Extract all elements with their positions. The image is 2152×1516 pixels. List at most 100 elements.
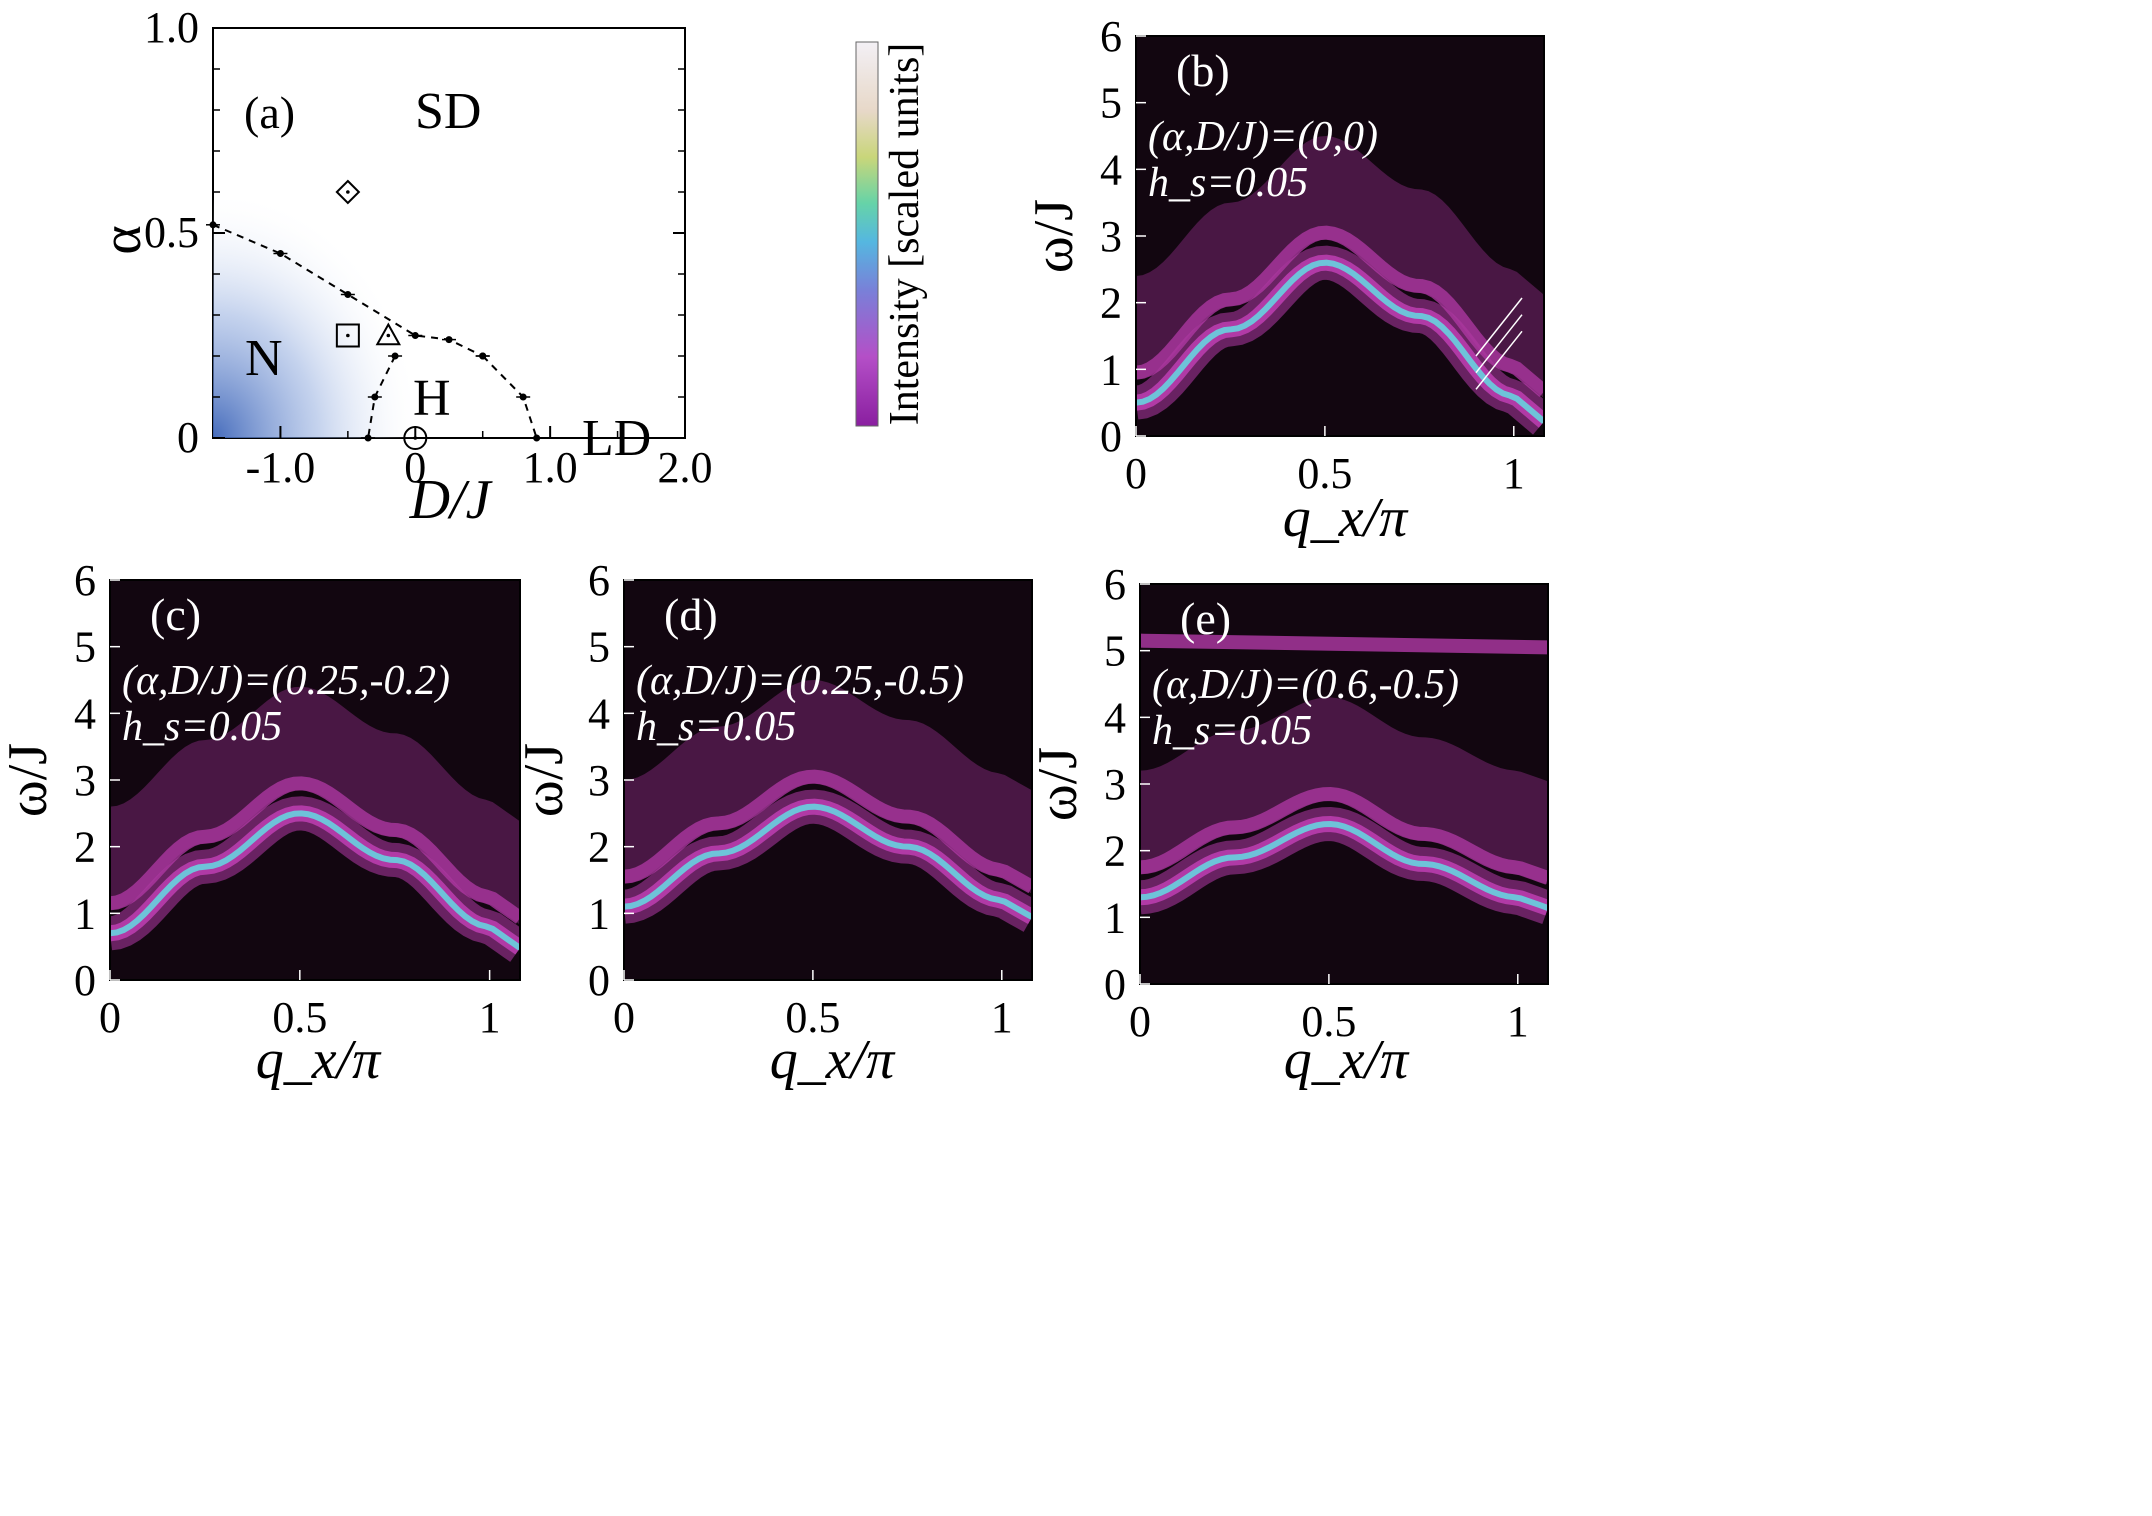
arrow-icon bbox=[1475, 314, 1523, 374]
secondary-mode bbox=[1140, 787, 1548, 885]
ytick-label: 1 bbox=[588, 889, 610, 938]
ytick-label: 6 bbox=[588, 556, 610, 605]
panel-b-ylabel: ω/J bbox=[1023, 199, 1085, 273]
ytick-label: 0 bbox=[74, 956, 96, 1005]
panel-a-xtick-label: 0 bbox=[404, 443, 426, 492]
xtick-label: 1 bbox=[1507, 997, 1529, 1046]
xtick-label: 0 bbox=[613, 993, 635, 1042]
dispersion-peak bbox=[110, 810, 520, 951]
panel-b-params: (α,D/J)=(0,0) bbox=[1148, 114, 1378, 160]
marker-diamond-center bbox=[346, 190, 350, 194]
panel-d-label: (d) bbox=[664, 589, 718, 640]
panel-d-field: h_s=0.05 bbox=[636, 704, 796, 750]
xtick-label: 0.5 bbox=[1301, 997, 1356, 1046]
panel-a-ticks: -1.0 0 1.0 2.0 0 0.5 1.0 bbox=[144, 3, 713, 492]
ytick-label: 5 bbox=[588, 623, 610, 672]
panel-c-spectrum bbox=[110, 686, 520, 962]
ytick-label: 0 bbox=[1100, 412, 1122, 461]
panel-a-ytick-label: 0 bbox=[177, 413, 199, 462]
arrow-icon bbox=[1475, 330, 1523, 390]
ytick-label: 0 bbox=[1104, 960, 1126, 1009]
region-sd-label: SD bbox=[415, 83, 481, 140]
panel-a-ytick-label: 1.0 bbox=[144, 3, 199, 52]
xtick-label: 0 bbox=[1125, 449, 1147, 498]
marker-circle-center bbox=[413, 436, 418, 440]
xtick-label: 0 bbox=[1129, 997, 1151, 1046]
panel-a-xtick-label: -1.0 bbox=[246, 443, 316, 492]
region-ld-label: LD bbox=[582, 410, 651, 467]
panel-e-xlabel: q_x/π bbox=[1284, 1029, 1410, 1091]
ytick-label: 3 bbox=[588, 756, 610, 805]
panel-a-ylabel: α bbox=[91, 225, 153, 254]
arrow-icon bbox=[1475, 297, 1523, 357]
parameter-markers bbox=[335, 179, 428, 450]
ytick-label: 6 bbox=[74, 556, 96, 605]
panel-e-params: (α,D/J)=(0.6,-0.5) bbox=[1152, 662, 1459, 708]
continuum-band bbox=[624, 680, 1032, 894]
ytick-label: 2 bbox=[74, 823, 96, 872]
secondary-mode bbox=[624, 769, 1032, 894]
xtick-label: 1 bbox=[479, 993, 501, 1042]
panel-b-xlabel: q_x/π bbox=[1283, 487, 1409, 549]
ytick-label: 6 bbox=[1100, 12, 1122, 61]
ytick-label: 4 bbox=[588, 689, 610, 738]
panel-a-label: (a) bbox=[244, 87, 295, 138]
ytick-label: 2 bbox=[1104, 827, 1126, 876]
continuum-band bbox=[110, 686, 520, 925]
colorbar-bar bbox=[855, 41, 879, 427]
ytick-label: 5 bbox=[74, 623, 96, 672]
marker-triangle bbox=[375, 322, 402, 346]
xtick-label: 0.5 bbox=[785, 993, 840, 1042]
ytick-label: 0 bbox=[588, 956, 610, 1005]
panel-c-field: h_s=0.05 bbox=[122, 704, 282, 750]
ytick-label: 4 bbox=[74, 689, 96, 738]
region-h-label: H bbox=[413, 370, 451, 427]
xtick-label: 0 bbox=[99, 993, 121, 1042]
ytick-label: 3 bbox=[1100, 212, 1122, 261]
panel-d-ylabel: ω/J bbox=[513, 743, 575, 817]
ytick-label: 4 bbox=[1104, 693, 1126, 742]
panel-b-label: (b) bbox=[1176, 45, 1230, 96]
panel-b-spectrum bbox=[1136, 136, 1544, 435]
secondary-mode bbox=[110, 776, 520, 924]
panel-a-xtick-label: 1.0 bbox=[523, 443, 578, 492]
dispersion-peak bbox=[624, 803, 1032, 920]
panel-c-params: (α,D/J)=(0.25,-0.2) bbox=[122, 658, 450, 704]
panel-a: -1.0 0 1.0 2.0 0 0.5 1.0 (a) SD N H LD D/J α bbox=[91, 3, 713, 531]
panel-d: 0 0.5 1 0 1 2 3 4 5 6 (d) (α,D/J)=(0.25,-0.5)h_s=0.… bbox=[513, 556, 1033, 1091]
ytick-label: 4 bbox=[1100, 145, 1122, 194]
xtick-label: 1 bbox=[991, 993, 1013, 1042]
marker-square bbox=[335, 323, 360, 348]
ytick-label: 3 bbox=[1104, 760, 1126, 809]
panel-a-xlabel: D/J bbox=[409, 469, 494, 531]
panel-e-ylabel: ω/J bbox=[1027, 747, 1089, 821]
region-n-label: N bbox=[245, 330, 283, 387]
marker-triangle-center bbox=[386, 333, 391, 338]
panel-e-spectrum bbox=[1140, 633, 1548, 925]
ytick-label: 6 bbox=[1104, 560, 1126, 609]
panel-d-params: (α,D/J)=(0.25,-0.5) bbox=[636, 658, 964, 704]
ytick-label: 5 bbox=[1104, 627, 1126, 676]
panel-a-xtick-label: 2.0 bbox=[658, 443, 713, 492]
region-n-shading bbox=[213, 200, 413, 438]
colorbar: Intensity [scaled units] bbox=[855, 41, 928, 427]
xtick-label: 1 bbox=[1503, 449, 1525, 498]
ytick-label: 3 bbox=[74, 756, 96, 805]
panel-c-xlabel: q_x/π bbox=[256, 1029, 382, 1091]
secondary-mode bbox=[1136, 225, 1544, 397]
panel-b-field: h_s=0.05 bbox=[1148, 160, 1308, 206]
high-energy-mode bbox=[1140, 633, 1548, 655]
panel-e-field: h_s=0.05 bbox=[1152, 708, 1312, 754]
panel-c-label: (c) bbox=[150, 589, 201, 640]
panel-b: 0 0.5 1 0 1 2 3 4 5 6 (b) (α,D/J)=(0,0)h_s=0.05 ω/J q… bbox=[1023, 12, 1545, 549]
xtick-label: 0.5 bbox=[1297, 449, 1352, 498]
panel-e: 0 0.5 1 0 1 2 3 4 5 6 (e) (α,D/J)=(0.6,-0.5)h_s=0.0… bbox=[1027, 560, 1549, 1091]
colorbar-label: Intensity [scaled units] bbox=[882, 43, 928, 426]
panel-e-label: (e) bbox=[1180, 593, 1231, 644]
ytick-label: 5 bbox=[1100, 79, 1122, 128]
ytick-label: 2 bbox=[588, 823, 610, 872]
ytick-label: 1 bbox=[1100, 345, 1122, 394]
panel-a-ytick-label: 0.5 bbox=[144, 208, 199, 257]
panel-d-spectrum bbox=[624, 680, 1032, 932]
